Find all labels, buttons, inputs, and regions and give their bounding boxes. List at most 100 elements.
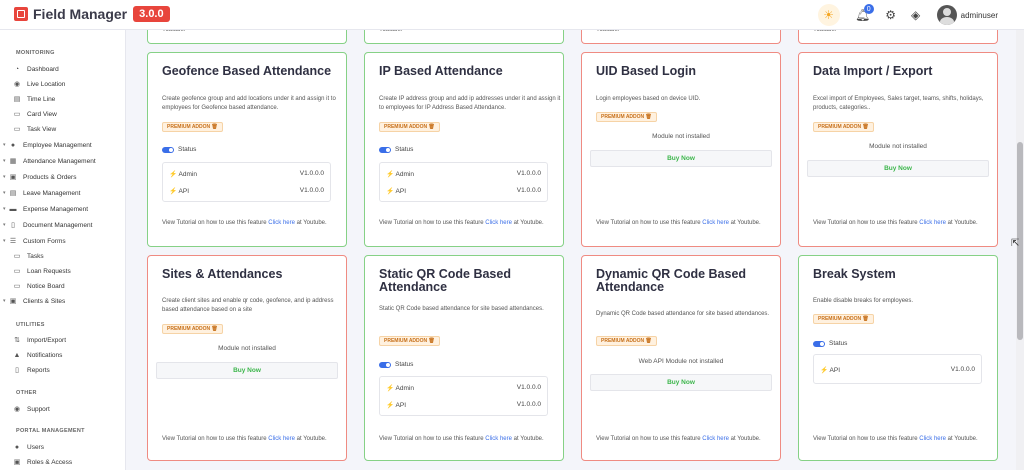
sidebar-item-users[interactable]: ● Users (0, 440, 126, 454)
users-icon: ● (10, 141, 16, 149)
users-icon: ● (14, 443, 20, 451)
premium-addon-badge: PREMIUM ADDON 🗑︎ (813, 122, 874, 132)
status-toggle[interactable]: Status (379, 146, 413, 153)
sidebar-item-live-location[interactable]: ◉ Live Location (13, 80, 66, 89)
module-versions: ⚡ API V1.0.0.0 (813, 354, 982, 384)
tutorial-text: View Tutorial on how to use this feature… (596, 436, 761, 442)
username[interactable]: adminuser (960, 10, 998, 20)
card-title: UID Based Login (596, 64, 697, 78)
sidebar-section-portal-management: PORTAL MANAGEMENT (16, 428, 85, 434)
scrollbar-thumb[interactable] (1017, 142, 1023, 340)
sidebar-item-reports[interactable]: ▯ Reports (0, 363, 126, 377)
sidebar-item-custom-forms[interactable]: ▾ ☰ Custom Forms (0, 234, 126, 248)
card-description: Create IP address group and add ip addre… (379, 96, 561, 111)
status-toggle[interactable]: Status (162, 146, 196, 153)
module-row-admin: ⚡ Admin V1.0.0.0 (386, 384, 541, 392)
tutorial-text: View Tutorial on how to use this feature… (813, 220, 978, 226)
premium-addon-badge: PREMIUM ADDON 🗑︎ (162, 324, 223, 334)
calendar-icon: ▦ (9, 158, 17, 165)
tutorial-link[interactable]: Click here (268, 436, 295, 442)
sidebar-item-support[interactable]: ◉ Support (13, 405, 50, 414)
sidebar-item-task-view[interactable]: ▭ Task View (13, 125, 57, 134)
avatar[interactable] (936, 5, 957, 25)
toggle-switch-icon[interactable] (162, 146, 174, 153)
card-title: Sites & Attendances (162, 267, 283, 281)
status-toggle[interactable]: Status (813, 340, 847, 347)
forms-icon: ☰ (9, 238, 17, 245)
reports-icon: ▯ (15, 367, 19, 374)
premium-addon-badge: PREMIUM ADDON 🗑︎ (162, 122, 223, 132)
web-api-not-installed: Web API Module not installed (638, 358, 724, 365)
buy-now-button[interactable]: Buy Now (807, 160, 989, 177)
toggle-switch-icon[interactable] (379, 146, 391, 153)
app-logo-icon (14, 7, 28, 21)
chevron-down-icon: ▾ (3, 222, 6, 228)
card-break-system: Break System Enable disable breaks for e… (798, 255, 998, 461)
premium-addon-badge: PREMIUM ADDON 🗑︎ (813, 314, 874, 324)
dashboard-icon: ◔ (14, 65, 20, 73)
leave-icon: ▤ (9, 190, 17, 197)
sidebar-item-card-view[interactable]: ▭ Card View (13, 110, 57, 119)
sidebar-item-employee-management[interactable]: ▾ ● Employee Management (0, 138, 126, 152)
module-versions: ⚡ Admin V1.0.0.0 ⚡ API V1.0.0.0 (162, 162, 331, 202)
sidebar-item-import-export[interactable]: ⇅ Import/Export (0, 333, 126, 347)
buy-now-button[interactable]: Buy Now (590, 150, 772, 167)
premium-addon-badge: PREMIUM ADDON 🗑︎ (379, 122, 440, 132)
sidebar-item-dashboard[interactable]: ◔ Dashboard (0, 62, 126, 76)
settings-gear-icon[interactable]: ⚙ (885, 8, 897, 22)
mouse-cursor-icon: ⇱ (1011, 238, 1020, 249)
tutorial-link[interactable]: Click here (485, 436, 512, 442)
sidebar-item-tasks[interactable]: ▭ Tasks (13, 252, 44, 261)
sidebar-section-monitoring: MONITORING (16, 50, 55, 56)
module-row-api: ⚡ API V1.0.0.0 (386, 401, 541, 409)
notice-icon: ▭ (13, 283, 21, 290)
sidebar-item-leave-management[interactable]: ▾ ▤ Leave Management (0, 186, 126, 200)
sidebar-item-attendance-management[interactable]: ▾ ▦ Attendance Management (0, 154, 126, 168)
version-badge: 3.0.0 (133, 6, 170, 22)
buy-now-button[interactable]: Buy Now (590, 374, 772, 391)
tutorial-link[interactable]: Click here (702, 436, 729, 442)
tasks-icon: ▭ (13, 253, 21, 260)
document-icon: ▯ (11, 222, 15, 229)
module-row-api: ⚡ API V1.0.0.0 (169, 187, 324, 195)
chevron-down-icon: ▾ (3, 206, 6, 212)
tutorial-link[interactable]: Click here (919, 220, 946, 226)
tutorial-text: View Tutorial on how to use this feature… (162, 436, 327, 442)
module-row-api: ⚡ API V1.0.0.0 (820, 366, 975, 374)
sidebar-item-expense-management[interactable]: ▾ ▬ Expense Management (0, 202, 126, 216)
tutorial-text: View Tutorial on how to use this feature… (379, 220, 544, 226)
notifications-bell-icon[interactable]: 🔔︎ 0 (852, 4, 874, 26)
chevron-down-icon: ▾ (3, 190, 6, 196)
brand[interactable]: Field Manager 3.0.0 (14, 6, 170, 22)
card-description: Create geofence group and add locations … (162, 96, 336, 111)
sidebar-item-roles-access[interactable]: ▣ Roles & Access (13, 458, 73, 467)
buy-now-button[interactable]: Buy Now (156, 362, 338, 379)
module-versions: ⚡ Admin V1.0.0.0 ⚡ API V1.0.0.0 (379, 162, 548, 202)
card-geofence-attendance: Geofence Based Attendance Create geofenc… (147, 52, 347, 247)
layers-icon[interactable]: ◈ (911, 8, 921, 22)
timeline-icon: ▤ (13, 96, 21, 103)
support-icon: ◉ (13, 406, 21, 413)
card-static-qr-attendance: Static QR Code Based Attendance Static Q… (364, 255, 564, 461)
sidebar-item-notice-board[interactable]: ▭ Notice Board (13, 282, 65, 291)
sidebar-item-time-line[interactable]: ▤ Time Line (13, 95, 56, 104)
sidebar-item-products-orders[interactable]: ▾ ▣ Products & Orders (0, 170, 126, 184)
theme-sun-icon[interactable]: ☀ (817, 4, 840, 26)
sidebar-item-clients-sites[interactable]: ▾ ▣ Clients & Sites (0, 294, 126, 308)
card-description: Enable disable breaks for employees. (813, 298, 914, 304)
sidebar-item-document-management[interactable]: ▾ ▯ Document Management (0, 218, 126, 232)
card-description: Excel import of Employees, Sales target,… (813, 96, 984, 111)
tutorial-text: View Tutorial on how to use this feature… (596, 220, 761, 226)
chevron-down-icon: ▾ (3, 298, 6, 304)
sidebar-item-loan-requests[interactable]: ▭ Loan Requests (13, 267, 71, 276)
card-title: Data Import / Export (813, 64, 933, 78)
status-toggle[interactable]: Status (379, 361, 413, 368)
toggle-switch-icon[interactable] (379, 361, 391, 368)
sidebar-item-notifications[interactable]: ▲ Notifications (13, 351, 63, 359)
sidebar-section-other: OTHER (16, 390, 37, 396)
toggle-switch-icon[interactable] (813, 340, 825, 347)
tutorial-link[interactable]: Click here (268, 220, 295, 226)
tutorial-link[interactable]: Click here (919, 436, 946, 442)
tutorial-link[interactable]: Click here (702, 220, 729, 226)
tutorial-link[interactable]: Click here (485, 220, 512, 226)
